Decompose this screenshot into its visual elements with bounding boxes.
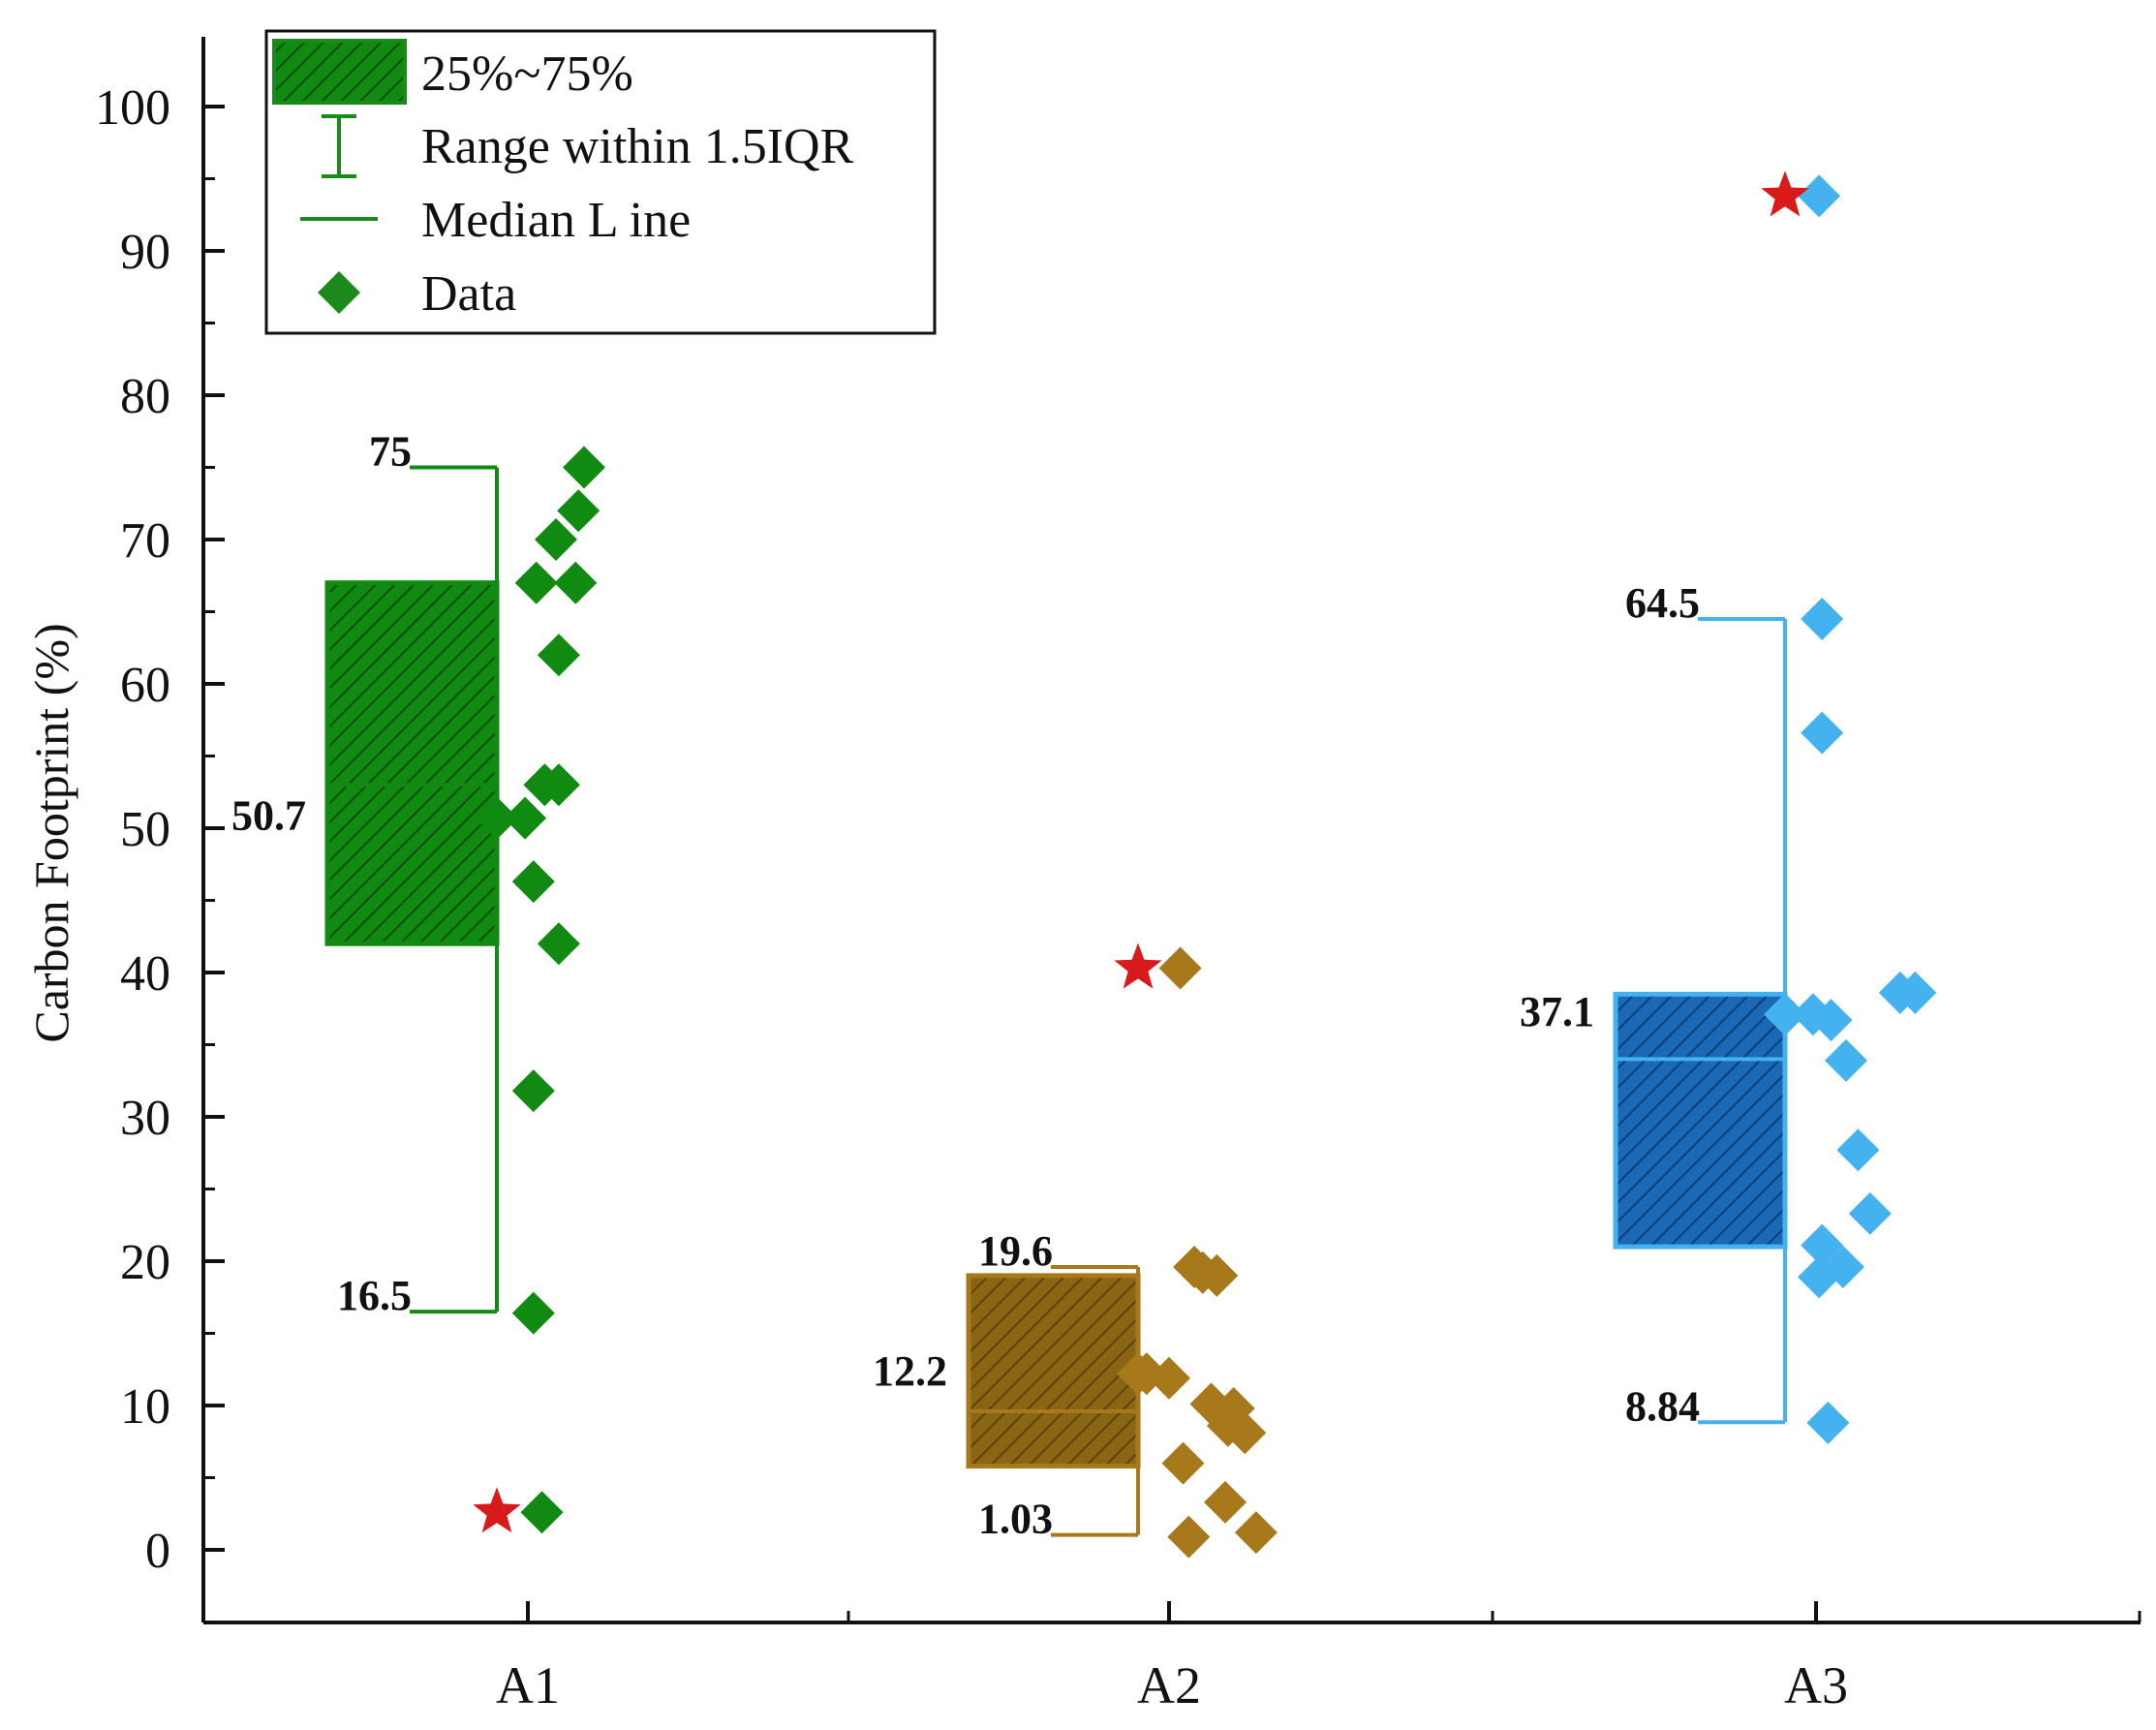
iqr-box [1613,991,1788,1250]
mean-marker [1117,1352,1159,1396]
y-tick-label: 40 [120,946,170,1002]
data-point [1195,1253,1239,1297]
y-tick-label: 10 [120,1379,170,1435]
data-point [557,489,601,533]
box-group-A2: 19.6 1.03 12.2 [873,942,1278,1559]
legend-label-box: 25%~75% [421,46,633,102]
y-tick-label: 0 [145,1524,170,1579]
data-point [1204,1480,1247,1524]
data-point [511,1069,555,1113]
iqr-box [966,1273,1141,1469]
outlier-star [1114,942,1162,989]
data-point [1798,174,1841,218]
data-point [1809,999,1853,1042]
data-point [1148,1356,1190,1400]
data-point [504,796,547,840]
data-point [1801,597,1844,640]
data-point [511,1291,555,1335]
data-point [554,561,598,604]
whisker-low-label: 8.84 [1625,1382,1700,1430]
y-tick-label: 100 [95,80,170,136]
data-point [520,1491,564,1534]
data-point [514,561,558,604]
whisker-high-label: 64.5 [1625,579,1700,627]
x-tick-label: A3 [1784,1656,1848,1715]
y-tick-label: 80 [120,369,170,424]
data-point [1223,1411,1267,1455]
legend: 25%~75% Range within 1.5IQR Median L ine Da… [264,29,937,335]
outlier-star [1761,170,1809,217]
y-tick-label: 70 [120,513,170,569]
box-group-A3: 64.5 8.84 37.1 [1520,170,1937,1444]
data-point [511,860,555,904]
y-axis-label: Carbon Footprint (%) [24,623,78,1042]
mean-value-label: 37.1 [1520,988,1594,1035]
data-point [537,763,580,807]
x-tick-label: A2 [1137,1656,1201,1715]
data-point [1801,1223,1844,1267]
data-point [537,922,580,966]
data-point [1848,1191,1892,1235]
data-point [1167,1515,1211,1559]
box-group-A1: 75 16.5 50.7 [231,428,605,1534]
data-point [1158,946,1202,990]
legend-label-data: Data [421,266,516,322]
y-tick-label: 30 [120,1091,170,1146]
data-point [537,633,580,677]
y-tick-label: 60 [120,658,170,713]
data-point [1798,1255,1841,1299]
legend-data-swatch [318,271,360,314]
data-point [1234,1511,1278,1555]
outlier-star [473,1487,521,1533]
data-point [1806,1401,1850,1444]
data-point [1161,1441,1205,1485]
y-tick-label: 90 [120,225,170,280]
y-tick-label: 50 [120,802,170,857]
data-point [1894,971,1937,1014]
data-point [563,446,605,489]
x-tick-label: A1 [496,1656,560,1715]
data-point [1801,711,1844,755]
whisker-low-label: 16.5 [337,1272,412,1319]
mean-marker [1764,993,1806,1036]
whisker-high-label: 19.6 [978,1227,1053,1275]
axes: 0 10 20 30 40 50 60 70 80 90 100 A1 A2 A3 [95,37,2141,1715]
mean-marker [476,796,518,840]
box-series: 75 16.5 50.7 19.6 1.03 12.2 64.5 8.84 37.1 [231,170,1937,1559]
data-point [535,518,577,561]
whisker-high-label: 75 [369,428,412,476]
y-tick-label: 20 [120,1235,170,1290]
mean-value-label: 50.7 [231,792,306,840]
whisker-low-label: 1.03 [978,1496,1053,1543]
legend-label-median: Median L ine [421,193,691,248]
data-point [1825,1038,1867,1082]
legend-label-whisker: Range within 1.5IQR [421,119,854,174]
data-point [1836,1128,1880,1172]
mean-value-label: 12.2 [873,1347,947,1395]
legend-box-swatch [272,39,407,105]
iqr-box [324,580,500,946]
